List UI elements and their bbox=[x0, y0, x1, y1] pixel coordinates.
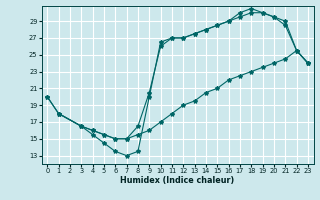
X-axis label: Humidex (Indice chaleur): Humidex (Indice chaleur) bbox=[120, 176, 235, 185]
